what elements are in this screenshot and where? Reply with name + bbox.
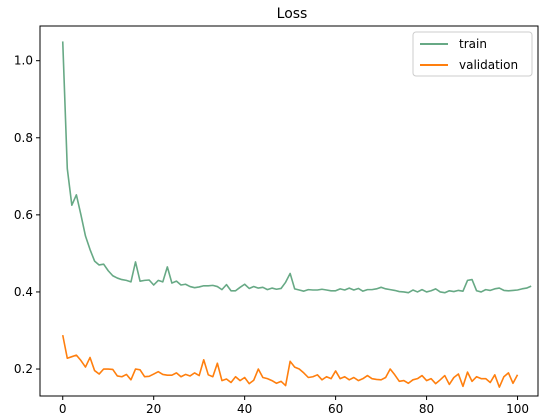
y-tick-label: 0.2 — [14, 362, 33, 376]
x-tick-label: 80 — [419, 402, 434, 416]
y-tick-label: 0.6 — [14, 208, 33, 222]
x-tick-label: 0 — [59, 402, 67, 416]
x-tick-label: 40 — [237, 402, 252, 416]
y-tick-label: 0.8 — [14, 131, 33, 145]
series-lines — [61, 41, 532, 388]
legend-label-train: train — [459, 37, 487, 51]
legend: train validation — [412, 31, 533, 77]
legend-label-validation: validation — [459, 58, 518, 72]
y-tick-label: 0.4 — [14, 285, 33, 299]
x-tick-label: 100 — [506, 402, 529, 416]
x-tick-label: 20 — [146, 402, 161, 416]
axes: 0 20 40 60 80 100 0.2 0.4 0.6 0.8 1.0 — [14, 54, 529, 416]
series-line-validation — [61, 334, 519, 388]
plot-frame — [39, 25, 539, 397]
y-tick-label: 1.0 — [14, 54, 33, 68]
chart-title: Loss — [277, 6, 308, 22]
x-tick-label: 60 — [328, 402, 343, 416]
series-line-train — [61, 41, 532, 294]
